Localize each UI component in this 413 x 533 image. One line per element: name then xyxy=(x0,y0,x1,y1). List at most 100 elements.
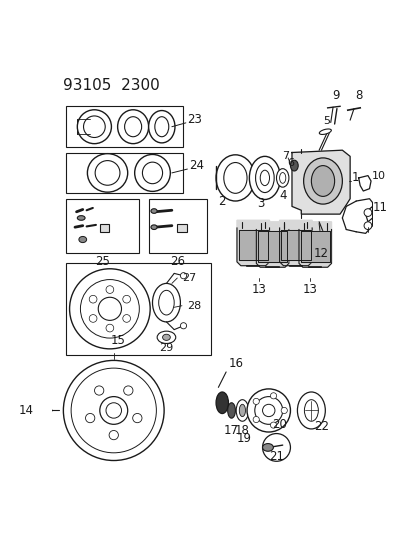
Polygon shape xyxy=(256,222,288,267)
Circle shape xyxy=(262,433,290,461)
Text: 18: 18 xyxy=(235,424,249,437)
Ellipse shape xyxy=(148,110,175,143)
Circle shape xyxy=(89,295,97,303)
Text: 28: 28 xyxy=(187,301,201,311)
Ellipse shape xyxy=(124,117,141,137)
Text: 23: 23 xyxy=(187,112,202,125)
Ellipse shape xyxy=(216,155,254,201)
Circle shape xyxy=(109,431,118,440)
Text: 19: 19 xyxy=(236,432,251,445)
Polygon shape xyxy=(300,231,329,262)
Ellipse shape xyxy=(162,334,170,341)
Circle shape xyxy=(89,314,97,322)
Circle shape xyxy=(80,280,139,338)
Text: 29: 29 xyxy=(159,343,173,353)
Circle shape xyxy=(106,286,114,294)
Polygon shape xyxy=(236,220,269,265)
Ellipse shape xyxy=(79,237,86,243)
Circle shape xyxy=(252,398,259,405)
Text: 27: 27 xyxy=(181,273,196,284)
Ellipse shape xyxy=(262,443,273,451)
Circle shape xyxy=(262,405,274,417)
Circle shape xyxy=(180,322,186,329)
Ellipse shape xyxy=(255,163,273,192)
Circle shape xyxy=(280,407,287,414)
Ellipse shape xyxy=(311,166,334,196)
Ellipse shape xyxy=(304,400,318,421)
Text: 7: 7 xyxy=(282,151,289,161)
Polygon shape xyxy=(279,220,311,265)
Ellipse shape xyxy=(117,110,148,144)
Ellipse shape xyxy=(152,284,180,322)
Text: 13: 13 xyxy=(252,284,266,296)
Ellipse shape xyxy=(154,117,169,137)
Circle shape xyxy=(63,360,164,461)
Circle shape xyxy=(180,273,186,279)
Circle shape xyxy=(123,295,130,303)
Text: 13: 13 xyxy=(301,284,316,296)
Text: 12: 12 xyxy=(313,247,328,260)
Bar xyxy=(148,199,206,253)
Ellipse shape xyxy=(318,129,330,134)
Ellipse shape xyxy=(227,403,235,418)
Circle shape xyxy=(254,397,282,424)
Circle shape xyxy=(85,414,95,423)
Text: 24: 24 xyxy=(188,159,204,172)
Text: 21: 21 xyxy=(268,450,283,464)
Circle shape xyxy=(94,386,104,395)
Circle shape xyxy=(106,324,114,332)
Ellipse shape xyxy=(87,154,127,192)
Text: 2: 2 xyxy=(218,195,225,208)
Text: 22: 22 xyxy=(313,419,328,433)
Text: 20: 20 xyxy=(272,418,287,431)
Text: 17: 17 xyxy=(223,424,238,437)
Bar xyxy=(100,224,109,232)
Polygon shape xyxy=(291,150,349,214)
Text: 3: 3 xyxy=(257,197,264,210)
Ellipse shape xyxy=(95,160,120,185)
Text: 14: 14 xyxy=(19,405,34,417)
Circle shape xyxy=(69,269,150,349)
Text: 26: 26 xyxy=(169,255,184,268)
Bar xyxy=(66,152,183,193)
Circle shape xyxy=(363,209,371,216)
Text: 16: 16 xyxy=(228,358,243,370)
Text: 4: 4 xyxy=(278,189,286,203)
Ellipse shape xyxy=(134,155,170,191)
Ellipse shape xyxy=(297,392,325,429)
Ellipse shape xyxy=(236,400,248,421)
Ellipse shape xyxy=(303,158,342,204)
Text: 6: 6 xyxy=(286,158,293,168)
Circle shape xyxy=(247,389,290,432)
Text: 8: 8 xyxy=(355,90,362,102)
Circle shape xyxy=(252,416,259,423)
Text: 15: 15 xyxy=(110,334,125,346)
Text: 25: 25 xyxy=(95,255,109,268)
Bar xyxy=(177,224,186,232)
Circle shape xyxy=(363,222,371,230)
Text: 10: 10 xyxy=(371,171,385,181)
Polygon shape xyxy=(298,222,331,267)
Ellipse shape xyxy=(249,156,280,199)
Bar xyxy=(66,199,138,253)
Bar xyxy=(66,106,183,147)
Circle shape xyxy=(100,397,127,424)
Circle shape xyxy=(270,393,276,399)
Ellipse shape xyxy=(290,160,297,171)
Ellipse shape xyxy=(223,163,247,193)
Polygon shape xyxy=(238,230,267,260)
Polygon shape xyxy=(280,230,310,260)
Circle shape xyxy=(123,314,130,322)
Ellipse shape xyxy=(142,162,162,184)
Circle shape xyxy=(123,386,133,395)
Text: 1: 1 xyxy=(351,172,358,184)
Circle shape xyxy=(98,297,121,320)
Ellipse shape xyxy=(151,209,157,213)
Text: 11: 11 xyxy=(372,201,387,214)
Ellipse shape xyxy=(260,170,269,185)
Ellipse shape xyxy=(83,116,105,138)
Text: 93105  2300: 93105 2300 xyxy=(63,78,160,93)
Text: 9: 9 xyxy=(332,90,339,102)
Ellipse shape xyxy=(158,290,174,315)
Circle shape xyxy=(132,414,142,423)
